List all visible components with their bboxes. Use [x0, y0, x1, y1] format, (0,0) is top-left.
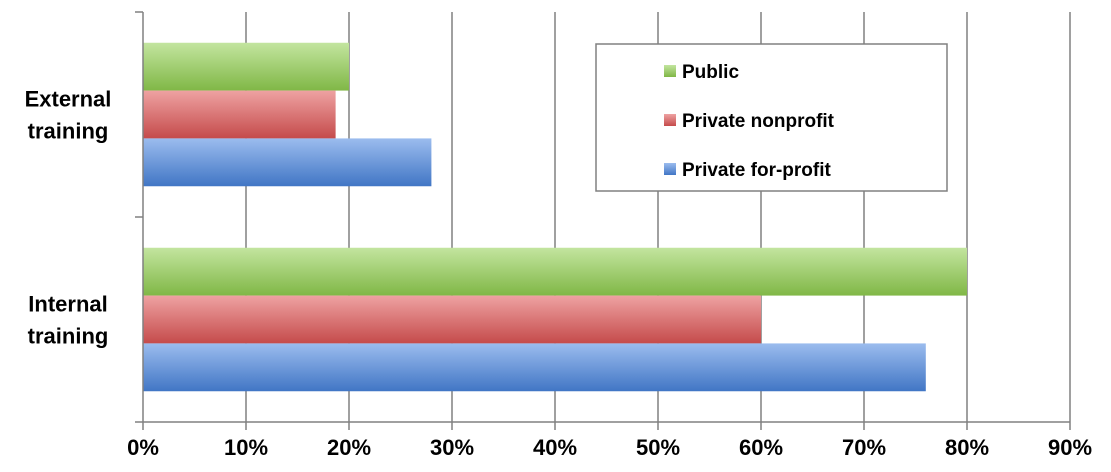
legend-box	[595, 43, 948, 192]
x-tick-label: 10%	[224, 435, 268, 460]
x-tick-label: 70%	[842, 435, 886, 460]
bar-private-for-profit	[143, 138, 432, 187]
x-tick-label: 40%	[533, 435, 577, 460]
legend-swatch-private-nonprofit	[664, 114, 676, 126]
bar-private-nonprofit	[143, 90, 336, 139]
bar-private-nonprofit	[143, 295, 761, 344]
bar-public	[143, 247, 967, 296]
legend-label-private-for-profit: Private for-profit	[682, 160, 832, 181]
category-label: Internal training	[28, 292, 109, 349]
legend-swatch-public	[664, 65, 676, 77]
x-tick-label: 90%	[1048, 435, 1092, 460]
x-tick-label: 60%	[739, 435, 783, 460]
legend-label-private-nonprofit: Private nonprofit	[682, 111, 835, 132]
category-label: External training	[25, 87, 112, 144]
legend-label-public: Public	[682, 62, 739, 83]
category-labels: External training Internal training	[25, 87, 112, 349]
legend: Public Private nonprofit Private for-profi…	[595, 43, 948, 192]
axes	[142, 12, 1070, 423]
bar-public	[143, 42, 349, 91]
x-tick-label: 20%	[327, 435, 371, 460]
x-tick-label: 50%	[636, 435, 680, 460]
legend-swatch-private-for-profit	[664, 163, 676, 175]
x-tick-label: 80%	[945, 435, 989, 460]
bars	[143, 42, 967, 392]
bar-private-for-profit	[143, 343, 926, 392]
x-tick-labels: 0% 10% 20% 30% 40% 50% 60% 70% 80% 90%	[127, 435, 1092, 460]
x-tick-label: 0%	[127, 435, 159, 460]
x-tick-label: 30%	[430, 435, 474, 460]
